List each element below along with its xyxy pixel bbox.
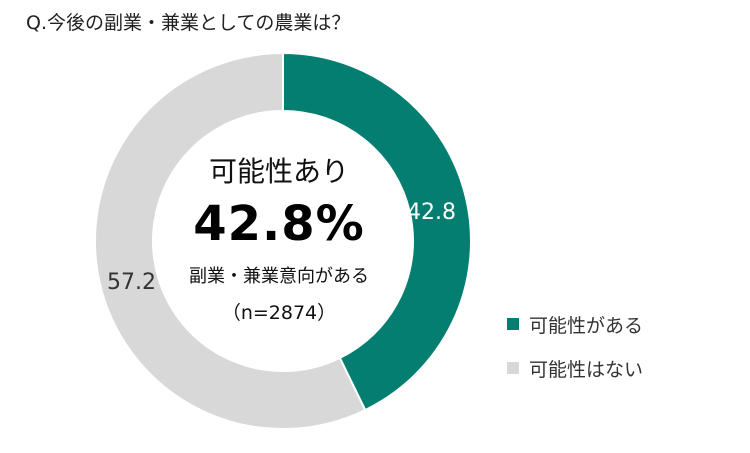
center-value: 42.8% bbox=[193, 196, 365, 252]
legend-swatch-no bbox=[507, 362, 519, 374]
slice-yes bbox=[282, 51, 472, 412]
legend-label-yes: 可能性がある bbox=[529, 314, 644, 337]
value-label-yes: 42.8 bbox=[407, 200, 456, 225]
legend: 可能性がある 可能性はない bbox=[507, 312, 643, 400]
center-sample-size: （n=2874） bbox=[221, 302, 337, 324]
slice-no bbox=[94, 51, 367, 430]
legend-item-no: 可能性はない bbox=[507, 356, 644, 381]
center-subtitle: 副業・兼業意向がある bbox=[189, 266, 369, 287]
chart-title: Q.今後の副業・兼業としての農業は？ bbox=[26, 12, 351, 34]
legend-label-no: 可能性はない bbox=[529, 358, 644, 381]
center-heading: 可能性あり bbox=[208, 155, 349, 188]
value-label-no: 57.2 bbox=[107, 270, 156, 295]
legend-item-yes: 可能性がある bbox=[507, 312, 644, 337]
legend-swatch-yes bbox=[507, 318, 519, 330]
